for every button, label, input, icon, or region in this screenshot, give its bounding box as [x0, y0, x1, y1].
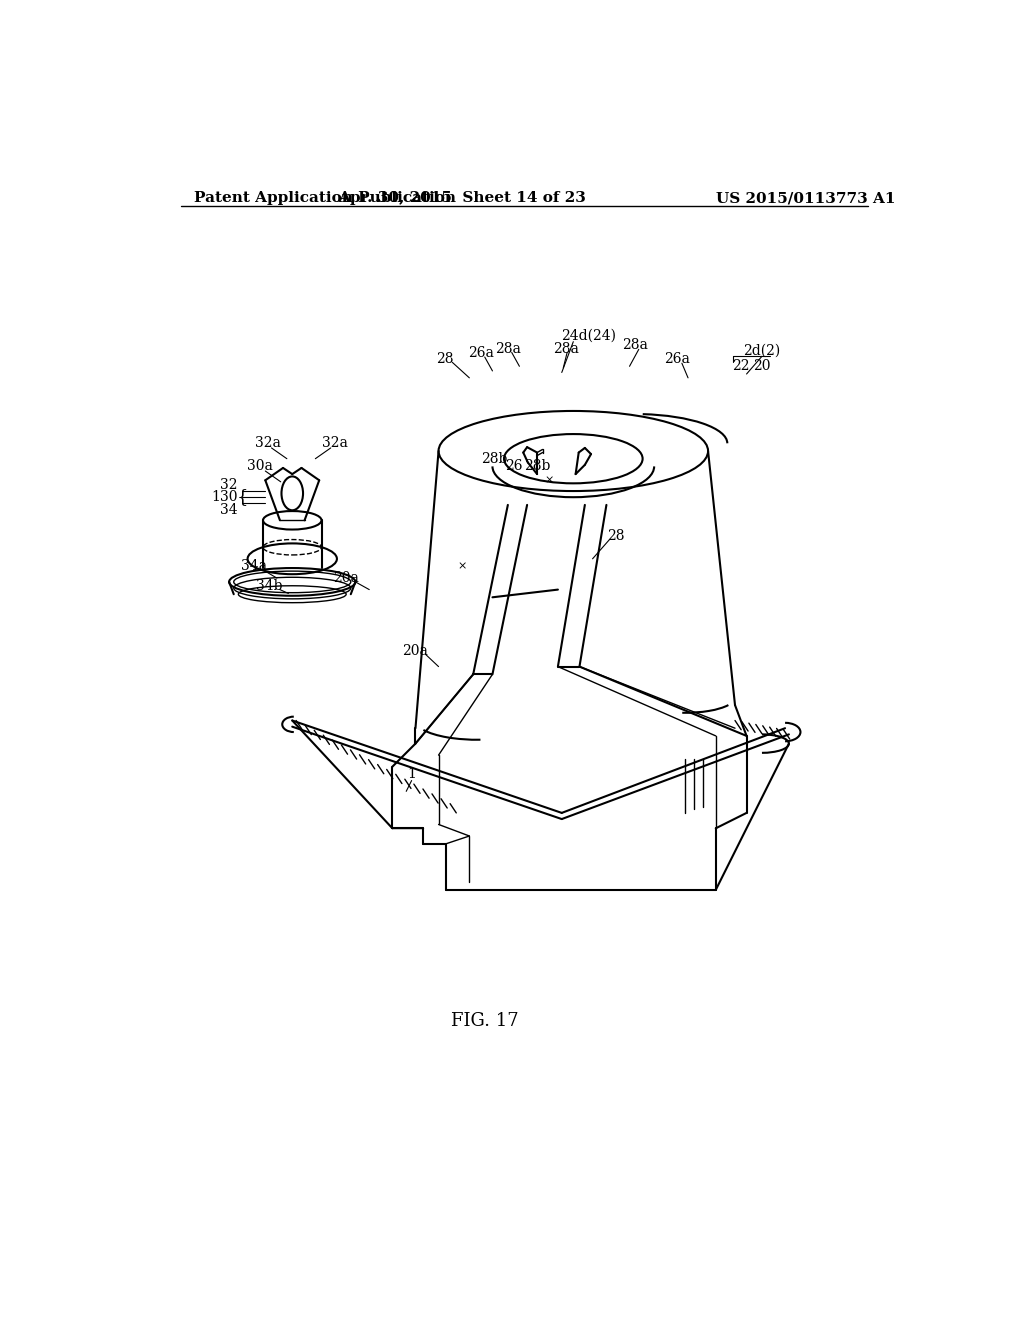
- Text: Patent Application Publication: Patent Application Publication: [194, 191, 456, 206]
- Text: 32a: 32a: [322, 437, 347, 450]
- Text: 28: 28: [607, 529, 625, 543]
- Text: 20a: 20a: [333, 572, 359, 585]
- Text: 26a: 26a: [665, 351, 690, 366]
- Text: 28b: 28b: [481, 451, 507, 466]
- Text: Apr. 30, 2015  Sheet 14 of 23: Apr. 30, 2015 Sheet 14 of 23: [338, 191, 586, 206]
- Text: 28a: 28a: [553, 342, 579, 355]
- Text: 30: 30: [219, 490, 238, 504]
- Text: 34b: 34b: [256, 578, 283, 593]
- Text: 20a: 20a: [402, 644, 428, 659]
- Text: 26a: 26a: [468, 346, 494, 360]
- Text: US 2015/0113773 A1: US 2015/0113773 A1: [716, 191, 895, 206]
- Text: {: {: [237, 488, 248, 506]
- Text: 28b: 28b: [524, 459, 550, 474]
- Text: 32: 32: [219, 478, 238, 492]
- Text: 32a: 32a: [255, 437, 281, 450]
- Text: 1: 1: [408, 767, 416, 781]
- Text: 26: 26: [505, 459, 523, 474]
- Text: 28: 28: [436, 351, 454, 366]
- Text: ×: ×: [544, 475, 553, 486]
- Text: 1: 1: [211, 490, 220, 504]
- Text: 20: 20: [754, 359, 771, 374]
- Text: ×: ×: [457, 561, 466, 572]
- Text: 28a: 28a: [495, 342, 521, 355]
- Text: 24d(24): 24d(24): [561, 329, 616, 342]
- Text: 2d(2): 2d(2): [743, 345, 780, 358]
- Text: 28a: 28a: [622, 338, 648, 351]
- Text: FIG. 17: FIG. 17: [451, 1012, 518, 1030]
- Text: 34: 34: [219, 503, 238, 516]
- Text: 30a: 30a: [247, 459, 272, 474]
- Text: 34a: 34a: [241, 560, 267, 573]
- Text: 22: 22: [732, 359, 750, 374]
